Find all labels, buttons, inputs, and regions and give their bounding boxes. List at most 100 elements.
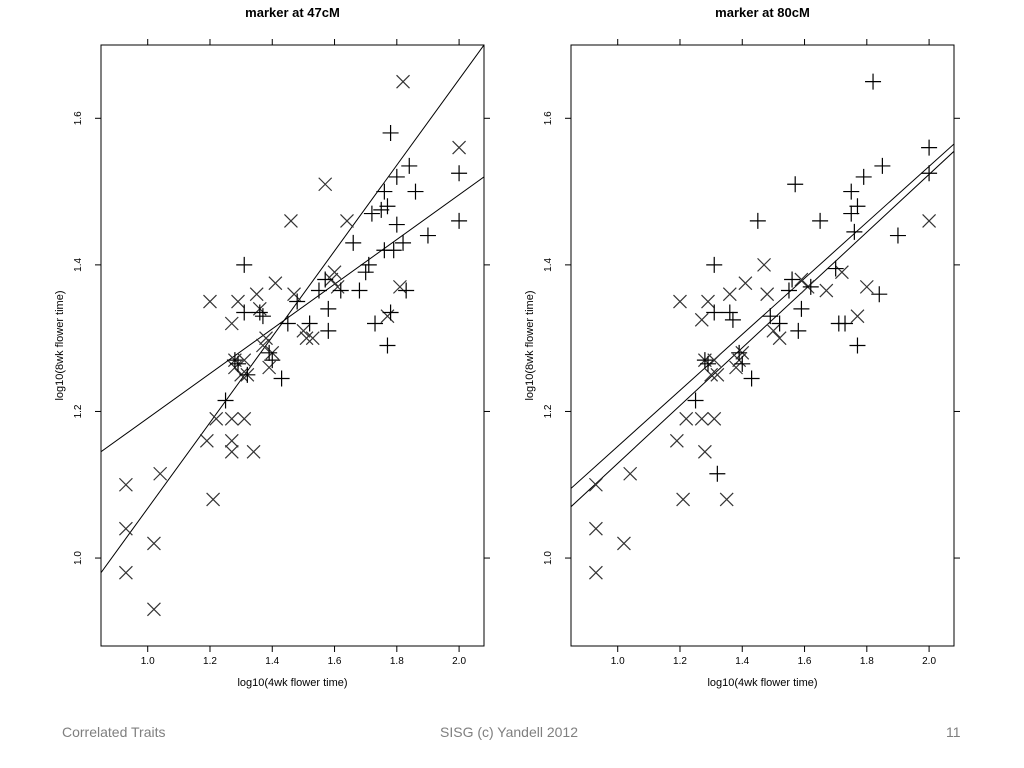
data-point-plus: [332, 282, 349, 299]
data-point-x: [393, 279, 407, 294]
data-point-plus: [382, 304, 399, 321]
data-point-plus: [407, 183, 424, 200]
data-point-x: [772, 331, 787, 346]
data-point-x: [794, 272, 809, 287]
data-point-plus: [264, 352, 281, 369]
data-point-plus: [401, 157, 418, 174]
data-point-x: [707, 411, 722, 426]
data-point-plus: [345, 234, 362, 251]
data-point-plus: [812, 212, 829, 229]
data-point-x: [224, 444, 239, 459]
x-axis-label: log10(4wk flower time): [237, 677, 347, 689]
data-point-plus: [709, 465, 726, 482]
data-point-plus: [724, 311, 741, 328]
data-point-x: [588, 521, 603, 536]
data-point-x: [118, 521, 133, 536]
scatter-panel-80cM: marker at 80cM 1.0 1.2 1.4 1.6 1.8 2.0 1.0 1.2 1.…: [524, 5, 960, 689]
data-point-plus: [251, 304, 268, 321]
data-point-x: [617, 536, 631, 551]
x-tick-label: 1.6: [798, 656, 812, 667]
y-axis-label: log10(8wk flower time): [524, 290, 536, 400]
data-point-x: [729, 360, 743, 375]
data-point-plus: [771, 315, 788, 332]
data-point-x: [396, 74, 410, 89]
data-point-x: [834, 265, 849, 280]
y-tick-label: 1.4: [73, 257, 84, 271]
data-point-x: [287, 287, 301, 302]
data-point-plus: [320, 322, 337, 339]
data-point-plus: [310, 282, 327, 299]
scatter-panel-47cM: marker at 47cM 1.0 1.2 1.4 1.6 1.8 2.0 1.0 1.2 1.…: [54, 5, 490, 689]
data-point-plus: [837, 315, 854, 332]
data-point-plus: [846, 223, 863, 240]
data-point-plus: [351, 282, 368, 299]
data-point-x: [452, 140, 467, 155]
footer-center-text: SISG (c) Yandell 2012: [440, 724, 579, 740]
chart-title: marker at 80cM: [715, 5, 810, 20]
x-tick-label: 1.8: [860, 656, 874, 667]
y-axis-label: log10(8wk flower time): [54, 290, 66, 400]
data-point-plus: [874, 157, 891, 174]
data-point-plus: [749, 212, 766, 229]
data-point-plus: [889, 227, 906, 244]
data-point-x: [299, 331, 314, 346]
data-point-x: [305, 331, 320, 346]
data-point-x: [588, 477, 603, 492]
data-point-x: [259, 331, 273, 346]
data-point-x: [701, 294, 715, 309]
data-point-plus: [230, 355, 247, 372]
data-point-plus: [921, 165, 938, 182]
x-tick-label: 1.4: [735, 656, 749, 667]
data-point-plus: [802, 278, 819, 295]
data-point-plus: [273, 370, 290, 387]
data-point-plus: [734, 355, 751, 372]
data-point-x: [707, 353, 722, 368]
data-point-x: [340, 213, 354, 228]
x-tick-label: 1.8: [390, 656, 404, 667]
x-tick-label: 1.4: [265, 656, 279, 667]
data-point-plus: [376, 183, 393, 200]
data-point-plus: [226, 352, 243, 369]
data-point-x: [760, 287, 775, 302]
data-point-x: [588, 565, 603, 580]
data-point-x: [330, 279, 345, 294]
data-point-plus: [373, 201, 390, 218]
x-tick-label: 1.0: [141, 656, 155, 667]
data-point-plus: [451, 165, 468, 182]
data-point-plus: [419, 227, 436, 244]
x-tick-label: 1.2: [203, 656, 217, 667]
data-point-plus: [721, 304, 738, 321]
data-point-x: [380, 309, 395, 324]
data-point-plus: [451, 212, 468, 229]
x-tick-label: 2.0: [922, 656, 936, 667]
data-point-plus: [398, 282, 415, 299]
data-point-x: [224, 316, 239, 331]
data-point-plus: [865, 73, 882, 90]
data-point-x: [738, 276, 753, 291]
data-point-plus: [367, 315, 384, 332]
data-point-x: [859, 279, 874, 294]
data-point-x: [224, 411, 239, 426]
data-point-x: [296, 323, 311, 338]
data-point-plus: [687, 392, 704, 409]
data-point-plus: [289, 293, 306, 310]
data-point-plus: [849, 337, 866, 354]
y-tick-label: 1.6: [73, 111, 84, 125]
data-point-x: [722, 287, 737, 302]
data-point-plus: [317, 271, 334, 288]
data-point-plus: [239, 366, 256, 383]
data-point-plus: [843, 205, 860, 222]
y-tick-label: 1.6: [543, 111, 554, 125]
data-point-plus: [780, 282, 797, 299]
data-point-x: [669, 433, 684, 448]
data-point-plus: [793, 300, 810, 317]
data-point-x: [697, 444, 712, 459]
slide-number: 11: [946, 724, 961, 740]
data-point-plus: [790, 322, 807, 339]
data-point-x: [757, 257, 771, 272]
data-point-plus: [379, 337, 396, 354]
y-tick-label: 1.2: [543, 404, 554, 418]
y-tick-label: 1.4: [543, 257, 554, 271]
data-point-plus: [382, 124, 399, 141]
data-point-plus: [395, 234, 412, 251]
